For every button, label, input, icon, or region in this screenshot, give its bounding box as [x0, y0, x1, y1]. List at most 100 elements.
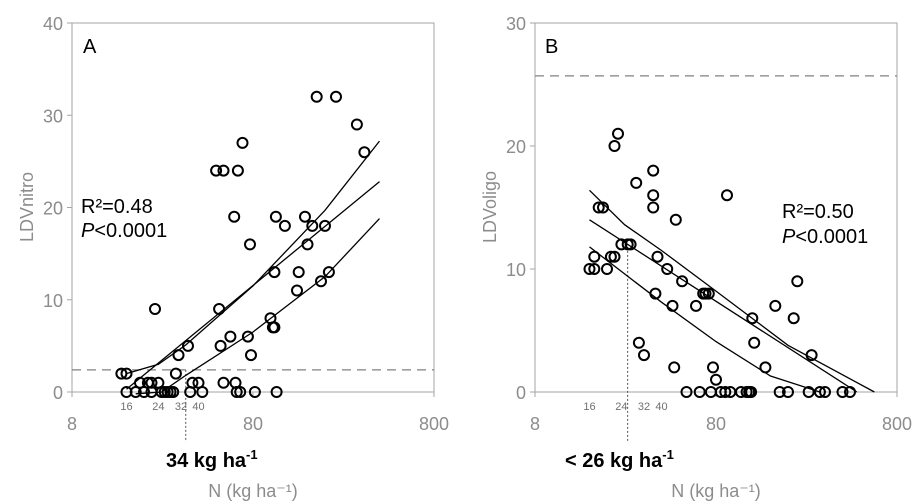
data-point-a [269, 210, 282, 223]
data-point-b [813, 386, 826, 398]
data-point-a [149, 303, 161, 315]
data-point-a [268, 266, 281, 279]
data-point-b [748, 336, 761, 349]
data-point-a [172, 349, 185, 362]
data-point-b [836, 386, 849, 398]
small-x-tick-label-a: 40 [192, 401, 204, 413]
data-point-a [167, 386, 180, 398]
small-x-tick-label-b: 32 [638, 401, 650, 413]
y-tick-label-b: 30 [506, 14, 526, 34]
panel-b: B LDVoligo 0 10 20 30 8 80 800 16 24 32 40 R²=0.… [480, 14, 912, 501]
small-x-tick-label-b: 16 [583, 401, 595, 413]
x-axis-label-b: N (kg ha⁻¹) [671, 481, 761, 501]
y-axis-label-b: LDVoligo [480, 171, 500, 243]
data-point-a [115, 367, 128, 380]
r2-text-a: R²=0.48 [81, 196, 153, 218]
data-point-a [120, 367, 133, 380]
data-point-b [608, 140, 621, 152]
data-point-b [649, 287, 662, 300]
data-point-a [322, 266, 335, 279]
data-point-a [224, 330, 237, 343]
data-point-a [266, 321, 279, 334]
data-point-a [186, 376, 199, 389]
data-point-b [746, 312, 759, 325]
small-x-tick-label-b: 40 [655, 401, 667, 413]
x-tick-label-b: 800 [882, 414, 912, 434]
data-point-b [782, 386, 794, 398]
data-point-a [270, 386, 283, 398]
data-point-b [702, 287, 715, 300]
x-tick-label-a: 800 [419, 414, 449, 434]
fit-line-a [126, 181, 380, 390]
data-point-b [612, 127, 624, 140]
data-point-a [230, 386, 243, 398]
data-point-b [719, 386, 732, 398]
x-tick-label-b: 80 [706, 414, 726, 434]
data-point-b [666, 299, 679, 312]
data-point-a [278, 219, 291, 232]
data-point-a [291, 284, 303, 297]
data-point-b [707, 361, 719, 374]
p-value-text-a: P<0.0001 [81, 220, 167, 242]
x-tick-label-b: 8 [530, 414, 540, 434]
data-point-b [676, 275, 689, 288]
data-point-b [693, 386, 706, 398]
data-point-a [301, 238, 314, 251]
confidence-upper-b [589, 189, 875, 393]
data-point-b [802, 386, 815, 398]
data-point-a [213, 303, 226, 315]
data-point-a [319, 219, 331, 232]
data-point-b [759, 361, 772, 374]
data-point-a [182, 339, 194, 352]
data-point-a [192, 376, 205, 389]
data-point-a [248, 386, 261, 398]
small-x-tick-label-b: 24 [615, 401, 627, 413]
y-tick-label-a: 10 [43, 291, 63, 311]
data-point-a [358, 146, 371, 159]
data-point-b [745, 386, 758, 398]
data-point-b [647, 189, 660, 202]
data-point-b [632, 336, 645, 349]
data-point-b [630, 176, 643, 189]
data-point-b [721, 189, 733, 202]
data-point-b [680, 386, 693, 398]
data-point-b [608, 250, 621, 263]
data-point-b [844, 386, 856, 398]
data-point-a [245, 349, 257, 362]
data-point-b [647, 164, 660, 177]
data-point-a [241, 330, 254, 343]
threshold-label-a: 34 kg ha-1 [166, 447, 258, 472]
data-point-b [669, 213, 682, 226]
data-point-a [217, 164, 230, 177]
y-tick-label-a: 0 [53, 383, 63, 403]
data-point-a [292, 266, 305, 279]
data-point-b [604, 250, 617, 263]
data-point-b [597, 201, 609, 214]
small-x-tick-label-a: 32 [175, 401, 187, 413]
x-tick-label-a: 80 [243, 414, 263, 434]
y-tick-label-a: 40 [43, 14, 63, 34]
data-point-a [315, 275, 327, 288]
data-point-a [214, 339, 227, 352]
x-axis-label-a: N (kg ha⁻¹) [208, 481, 298, 501]
data-point-b [601, 263, 613, 275]
data-point-b [769, 299, 782, 312]
panel-a: A LDVnitro 0 10 20 30 40 8 80 800 16 24 32 40 R²=… [17, 14, 449, 501]
data-point-b [819, 386, 831, 398]
data-point-b [668, 361, 681, 374]
data-point-b [710, 373, 722, 386]
data-point-a [234, 386, 247, 398]
y-tick-label-a: 30 [43, 106, 63, 126]
data-point-b [791, 275, 804, 288]
data-point-a [217, 376, 230, 389]
data-point-b [638, 349, 650, 362]
data-point-a [310, 90, 323, 103]
y-tick-label-b: 0 [516, 383, 526, 403]
y-tick-label-b: 10 [506, 260, 526, 280]
small-x-tick-label-a: 24 [152, 401, 164, 413]
data-point-a [236, 136, 249, 149]
data-point-a [330, 90, 342, 103]
data-point-a [231, 164, 244, 177]
data-point-b [651, 250, 664, 263]
x-tick-label-a: 8 [67, 414, 77, 434]
